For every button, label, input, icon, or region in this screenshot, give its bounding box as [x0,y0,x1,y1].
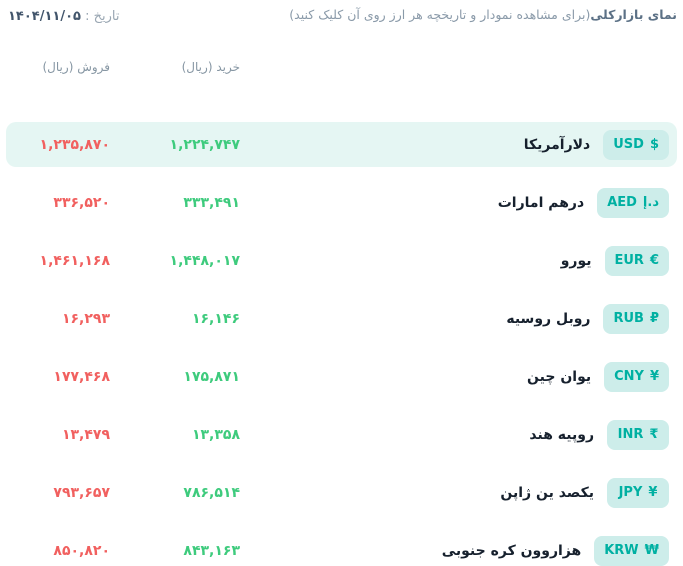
currency-symbol-icon: € [649,253,659,268]
currency-name: یکصد ین ژاپن [500,484,594,501]
currency-row-rub[interactable]: RUB ₽ روبل روسیه ۱۶,۱۴۶ ۱۶,۲۹۳ [6,296,677,341]
currency-code: USD [613,137,644,152]
currency-name: دلارآمریکا [523,136,591,153]
sell-value: ۱۷۷,۴۶۸ [53,368,110,385]
currency-row-cny[interactable]: CNY ¥ یوان چین ۱۷۵,۸۷۱ ۱۷۷,۴۶۸ [6,354,677,399]
currency-name: هزاروون کره جنوبی [441,542,582,559]
currency-symbol-icon: $ [649,137,659,152]
currency-code: AED [607,195,637,210]
currency-row-jpy[interactable]: JPY ¥ یکصد ین ژاپن ۷۸۶,۵۱۴ ۷۹۳,۶۵۷ [6,470,677,515]
currency-symbol-icon: ₽ [649,311,659,326]
currency-symbol-icon: ¥ [648,485,658,500]
buy-value: ۳۳۳,۴۹۱ [183,194,240,211]
buy-value: ۱۷۵,۸۷۱ [183,368,240,385]
currency-code: INR [617,427,644,442]
buy-value: ۱,۴۴۸,۰۱۷ [169,252,240,269]
currency-code: CNY [614,369,644,384]
sell-value: ۱۶,۲۹۳ [61,310,110,327]
sell-value: ۸۵۰,۸۲۰ [53,542,110,559]
buy-value: ۱۳,۳۵۸ [191,426,240,443]
page-title: نمای بازارکلی(برای مشاهده نمودار و تاریخ… [289,7,677,22]
currency-code: KRW [604,543,639,558]
buy-value: ۱,۲۲۴,۷۴۷ [169,136,240,153]
sell-value: ۱۳,۴۷۹ [61,426,110,443]
date-label: تاریخ : [85,9,120,24]
currency-symbol-icon: ¥ [649,369,659,384]
column-header-buy: خرید (ریال) [181,60,240,74]
currency-name: یوان چین [527,368,592,385]
sell-value: ۷۹۳,۶۵۷ [53,484,110,501]
currency-symbol-icon: ₹ [649,427,659,442]
currency-code: RUB [613,311,644,326]
date-value: ۱۴۰۴/۱۱/۰۵ [8,9,81,24]
currency-row-usd[interactable]: USD $ دلارآمریکا ۱,۲۲۴,۷۴۷ ۱,۲۳۵,۸۷۰ [6,122,677,167]
currency-name: روپیه هند [529,426,594,443]
currency-badge: JPY ¥ [607,477,669,508]
sell-value: ۱,۲۳۵,۸۷۰ [39,136,110,153]
currency-badge: EUR € [604,245,669,276]
currency-badge: INR ₹ [607,419,669,450]
currency-symbol-icon: ₩ [644,543,659,558]
page-title-bold: نمای بازارکلی [590,7,677,22]
sell-value: ۱,۴۶۱,۱۶۸ [39,252,110,269]
currency-symbol-icon: د.إ [642,195,659,210]
currency-code: JPY [618,485,643,500]
currency-badge: AED د.إ [597,187,669,218]
currency-row-krw[interactable]: KRW ₩ هزاروون کره جنوبی ۸۴۳,۱۶۳ ۸۵۰,۸۲۰ [6,528,677,566]
buy-value: ۷۸۶,۵۱۴ [183,484,240,501]
buy-value: ۸۴۳,۱۶۳ [183,542,240,559]
buy-value: ۱۶,۱۴۶ [191,310,240,327]
sell-value: ۳۳۶,۵۲۰ [53,194,110,211]
currency-badge: CNY ¥ [604,361,669,392]
currency-name: یورو [560,252,592,269]
currency-row-aed[interactable]: AED د.إ درهم امارات ۳۳۳,۴۹۱ ۳۳۶,۵۲۰ [6,180,677,225]
date-display: تاریخ : ۱۴۰۴/۱۱/۰۵ [8,9,120,24]
currency-name: درهم امارات [497,194,585,211]
column-header-sell: فروش (ریال) [42,60,111,74]
currency-badge: RUB ₽ [603,303,669,334]
currency-badge: KRW ₩ [594,535,669,566]
currency-row-eur[interactable]: EUR € یورو ۱,۴۴۸,۰۱۷ ۱,۴۶۱,۱۶۸ [6,238,677,283]
currency-badge: USD $ [603,129,669,160]
currency-name: روبل روسیه [506,310,591,327]
page-title-hint: (برای مشاهده نمودار و تاریخچه هر ارز روی… [289,7,591,22]
currency-row-inr[interactable]: INR ₹ روپیه هند ۱۳,۳۵۸ ۱۳,۴۷۹ [6,412,677,457]
currency-table: USD $ دلارآمریکا ۱,۲۲۴,۷۴۷ ۱,۲۳۵,۸۷۰ AED… [0,122,683,566]
currency-code: EUR [614,253,644,268]
